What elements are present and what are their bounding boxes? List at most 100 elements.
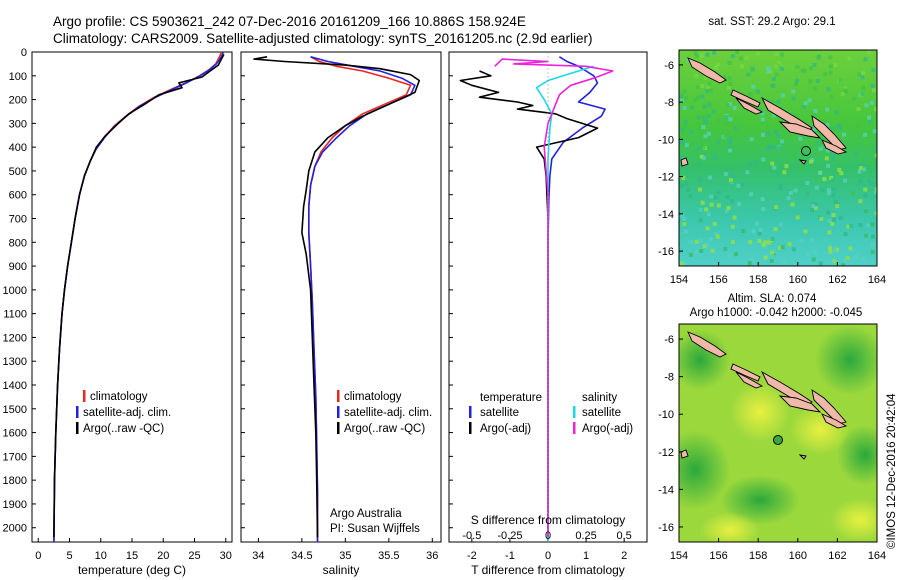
sst-pixel xyxy=(692,140,697,145)
sst-pixel xyxy=(828,55,833,60)
sst-pixel xyxy=(716,140,721,145)
sla-low-area xyxy=(815,325,877,395)
sst-pixel xyxy=(745,170,750,175)
sst-pixel xyxy=(710,248,715,253)
x-tick-label: 20 xyxy=(157,550,169,562)
legend-swatch-climatology xyxy=(83,390,86,402)
sst-pixel xyxy=(749,192,754,197)
legend-label-argo: Argo(..raw -QC) xyxy=(344,423,425,435)
sst-pixel xyxy=(683,229,688,234)
sst-pixel xyxy=(842,132,846,137)
sst-pixel xyxy=(827,245,832,250)
sst-pixel xyxy=(834,247,839,252)
island-new-georgia xyxy=(735,97,764,115)
title-line-2: Climatology: CARS2009. Satellite-adjuste… xyxy=(53,31,593,46)
sst-pixel xyxy=(812,127,817,132)
sla-low-area xyxy=(720,475,800,525)
sst-pixel xyxy=(771,145,776,150)
sst-pixel xyxy=(697,177,702,182)
lon-tick-label: 160 xyxy=(789,274,807,286)
sst-pixel xyxy=(818,261,823,266)
sst-pixel xyxy=(795,64,800,69)
depth-tick-label: 1700 xyxy=(3,451,27,463)
sst-pixel xyxy=(874,153,877,158)
sst-pixel xyxy=(811,204,816,208)
sst-pixel xyxy=(826,210,830,215)
sst-pixel xyxy=(709,202,714,207)
lon-tick-label: 162 xyxy=(828,550,846,562)
sst-pixel xyxy=(741,229,746,233)
sst-pixel xyxy=(790,155,794,160)
sla-low-area xyxy=(837,425,877,485)
sst-pixel xyxy=(693,97,698,102)
x-tick-label: 5 xyxy=(66,550,72,562)
sst-pixel xyxy=(680,213,685,218)
sst-pixel xyxy=(836,123,841,128)
salinity-chart: 34 34.5 35 35.5 36 xyxy=(252,56,438,562)
sst-pixel xyxy=(761,207,766,212)
sst-pixel xyxy=(838,126,842,131)
sst-pixel xyxy=(827,219,832,223)
lat-tick-label: -10 xyxy=(658,134,674,146)
sst-pixel xyxy=(728,101,733,106)
sst-pixel xyxy=(776,99,781,104)
lat-tick-label: -14 xyxy=(658,209,674,221)
sla-low-area xyxy=(679,430,730,510)
sst-pixel xyxy=(706,114,711,119)
legend-salinity-title: salinity xyxy=(582,392,617,404)
sst-pixel xyxy=(698,187,702,192)
lat-tick-label: -8 xyxy=(664,372,674,384)
sst-pixel xyxy=(822,177,827,182)
x-tick-label: 36 xyxy=(426,550,438,562)
t-difference-axis-label: T difference from climatology xyxy=(471,563,625,577)
sst-pixel xyxy=(689,129,694,134)
sst-pixel xyxy=(751,84,756,89)
sst-pixel xyxy=(791,96,796,101)
sla-map-title: Altim. SLA: 0.074 xyxy=(728,293,817,305)
sst-pixel xyxy=(782,260,787,264)
series-line-temperature-argo-adj- xyxy=(459,70,599,538)
island-rennell xyxy=(798,454,807,460)
sst-pixel xyxy=(802,105,807,109)
lat-tick-label: -16 xyxy=(658,246,674,258)
sst-pixel xyxy=(791,89,796,94)
sst-pixel xyxy=(874,211,877,216)
sst-pixel xyxy=(704,120,709,125)
series-line-salinity-argo-adj- xyxy=(494,58,614,538)
legend-label-temp-satellite: satellite xyxy=(480,407,519,419)
lon-tick-label: 164 xyxy=(868,550,886,562)
sst-pixel xyxy=(874,190,877,195)
sst-pixel xyxy=(727,85,731,90)
series-line-satellite-adj-clim- xyxy=(53,51,225,543)
depth-tick-label: 1100 xyxy=(3,309,27,321)
sst-pixel xyxy=(706,212,711,217)
sst-pixel xyxy=(724,115,729,120)
sst-pixel xyxy=(837,167,842,172)
sst-pixel xyxy=(815,185,819,190)
island-new-georgia xyxy=(735,371,764,389)
sst-pixel xyxy=(811,257,816,262)
sst-pixel xyxy=(827,188,831,193)
depth-tick-label: 1300 xyxy=(3,356,27,368)
sst-pixel xyxy=(869,161,873,166)
sst-pixel xyxy=(794,78,799,83)
sst-pixel xyxy=(824,156,829,161)
legend-swatch-sal-argo xyxy=(573,422,576,434)
lat-tick-label: -14 xyxy=(658,484,674,496)
sst-pixel xyxy=(854,124,859,129)
sst-pixel xyxy=(805,181,810,185)
sst-pixel xyxy=(776,61,781,66)
sst-pixel xyxy=(723,172,728,177)
sst-pixel xyxy=(716,203,721,208)
sst-pixel xyxy=(856,107,861,112)
sst-pixel xyxy=(761,157,766,162)
sst-pixel xyxy=(766,240,771,245)
argo-australia-label: Argo Australia xyxy=(330,508,402,520)
sst-pixel xyxy=(830,156,835,161)
sla-low-area xyxy=(679,330,730,390)
sst-pixel xyxy=(821,188,825,193)
sst-pixel xyxy=(715,62,720,67)
sst-pixel xyxy=(832,217,837,222)
island-bougainville xyxy=(687,331,727,358)
sst-pixel xyxy=(763,240,768,245)
